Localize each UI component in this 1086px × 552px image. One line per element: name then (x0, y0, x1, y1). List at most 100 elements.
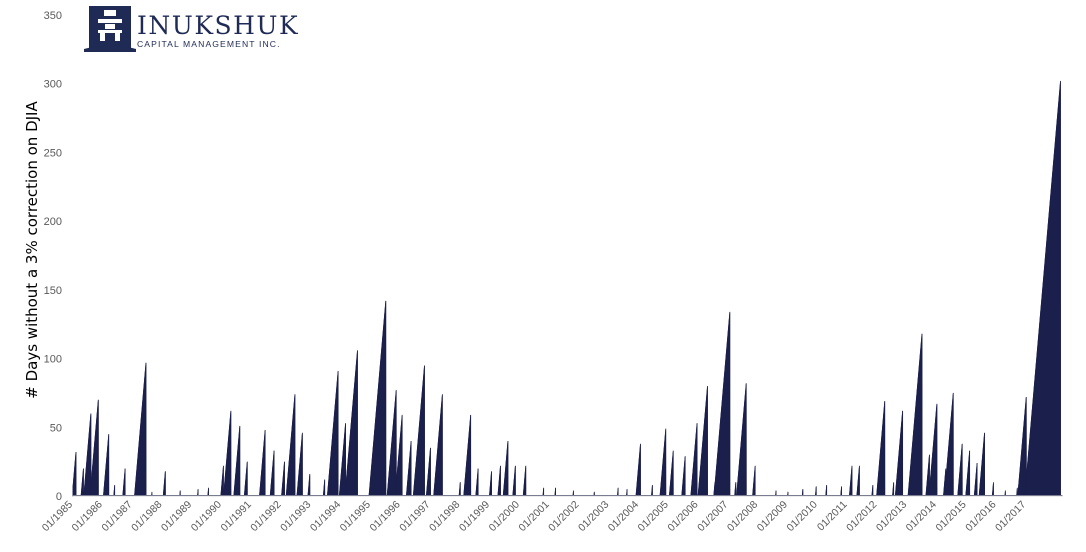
streak-peak (281, 461, 285, 497)
streak-peak (801, 489, 804, 497)
x-tick-label: 01/2012 (844, 499, 879, 534)
streak-peak (502, 440, 509, 497)
streak-peak (978, 432, 985, 497)
x-tick-label: 01/2001 (516, 499, 551, 534)
streak-peak (488, 471, 492, 497)
streak-peak (522, 465, 527, 497)
streak-peak (1016, 487, 1018, 497)
streak-peak (840, 486, 842, 497)
streak-peak (697, 386, 708, 497)
streak-peak (463, 414, 472, 497)
x-tick-label: 01/2015 (933, 499, 968, 534)
streak-peak (736, 383, 747, 497)
streak-peak (814, 486, 817, 497)
streak-peak (497, 465, 501, 497)
streak-peak (368, 300, 387, 497)
streak-peak (326, 370, 339, 497)
streak-peak (734, 482, 737, 497)
streak-peak (871, 484, 874, 497)
logo-tagline: CAPITAL MANAGEMENT INC. (137, 39, 281, 49)
streak-peak (965, 450, 971, 497)
streak-peak (626, 489, 628, 497)
y-tick-label: 0 (56, 491, 62, 503)
streak-peak (752, 465, 756, 497)
y-tick-label: 150 (44, 285, 62, 297)
plot-area (72, 80, 1063, 497)
streak-peak (848, 465, 853, 497)
streak-peak (412, 365, 425, 497)
inukshuk-logo: INUKSHUK CAPITAL MANAGEMENT INC. (84, 6, 299, 52)
x-tick-label: 01/2007 (695, 499, 730, 534)
x-tick-label: 01/1997 (397, 499, 432, 534)
streak-peak (162, 471, 166, 497)
streak-peak (876, 401, 886, 497)
streak-peak (207, 487, 209, 497)
x-tick-label: 01/1995 (338, 499, 373, 534)
logo-name: INUKSHUK (137, 11, 299, 40)
x-tick-label: 01/1988 (129, 499, 164, 534)
streak-peak (405, 440, 412, 497)
streak-peak (307, 473, 311, 497)
streak-peak (856, 465, 860, 497)
streak-peak (925, 454, 930, 497)
streak-peak (681, 456, 686, 497)
x-tick-label: 01/2016 (963, 499, 998, 534)
x-tick-label: 01/2009 (755, 499, 790, 534)
streak-peak (957, 443, 963, 497)
x-tick-label: 01/1999 (457, 499, 492, 534)
x-tick-label: 01/1985 (40, 499, 75, 534)
y-tick-label: 50 (50, 422, 62, 434)
streak-peak (943, 392, 954, 497)
x-tick-label: 01/2002 (546, 499, 581, 534)
streak-peak (259, 429, 266, 497)
streak-peak (892, 482, 895, 497)
streak-peak (458, 482, 461, 497)
streak-peak (616, 487, 619, 497)
x-tick-label: 01/1998 (427, 499, 462, 534)
streak-peak (542, 487, 545, 497)
streak-peak (122, 468, 126, 497)
streak-peak (233, 425, 241, 497)
streak-peak (134, 362, 147, 497)
y-tick-label: 100 (44, 354, 62, 366)
streak-peak (668, 450, 674, 497)
streak-peak (635, 443, 641, 497)
streak-peak (433, 394, 443, 497)
streak-peak (973, 462, 978, 497)
x-tick-label: 01/2008 (725, 499, 760, 534)
streak-peak (386, 390, 397, 497)
streak-peak (269, 450, 275, 497)
inukshuk-logo-icon (84, 6, 136, 52)
streak-peak (102, 434, 110, 497)
x-tick-label: 01/1986 (70, 499, 105, 534)
x-tick-label: 01/2000 (487, 499, 522, 534)
streak-peak (1024, 80, 1061, 497)
x-tick-label: 01/2006 (665, 499, 700, 534)
streak-peak (83, 413, 92, 497)
streak-peak (651, 484, 653, 497)
streak-peak (907, 333, 923, 497)
streak-peak (928, 403, 938, 497)
streak-peak (512, 465, 516, 497)
streak-peak (690, 423, 698, 497)
x-tick-label: 01/2003 (576, 499, 611, 534)
x-tick-label: 01/1990 (189, 499, 224, 534)
streak-peak (991, 482, 994, 497)
streak-peak (659, 428, 667, 497)
streak-peak (72, 451, 77, 497)
streak-peak (223, 410, 232, 497)
streak-peak (285, 394, 296, 497)
x-tick-label: 01/2005 (636, 499, 671, 534)
x-tick-label: 01/2010 (785, 499, 820, 534)
streak-peak (296, 432, 303, 497)
y-tick-label: 250 (44, 147, 62, 159)
streak-peak (80, 468, 84, 497)
streak-peak (894, 410, 904, 497)
streak-peak (425, 447, 431, 497)
y-axis: 0 50 100 150 200 250 300 350 (44, 10, 62, 503)
streak-peak (220, 465, 224, 497)
streak-peak (338, 423, 346, 497)
x-tick-label: 01/1996 (367, 499, 402, 534)
x-tick-label: 01/1993 (278, 499, 313, 534)
